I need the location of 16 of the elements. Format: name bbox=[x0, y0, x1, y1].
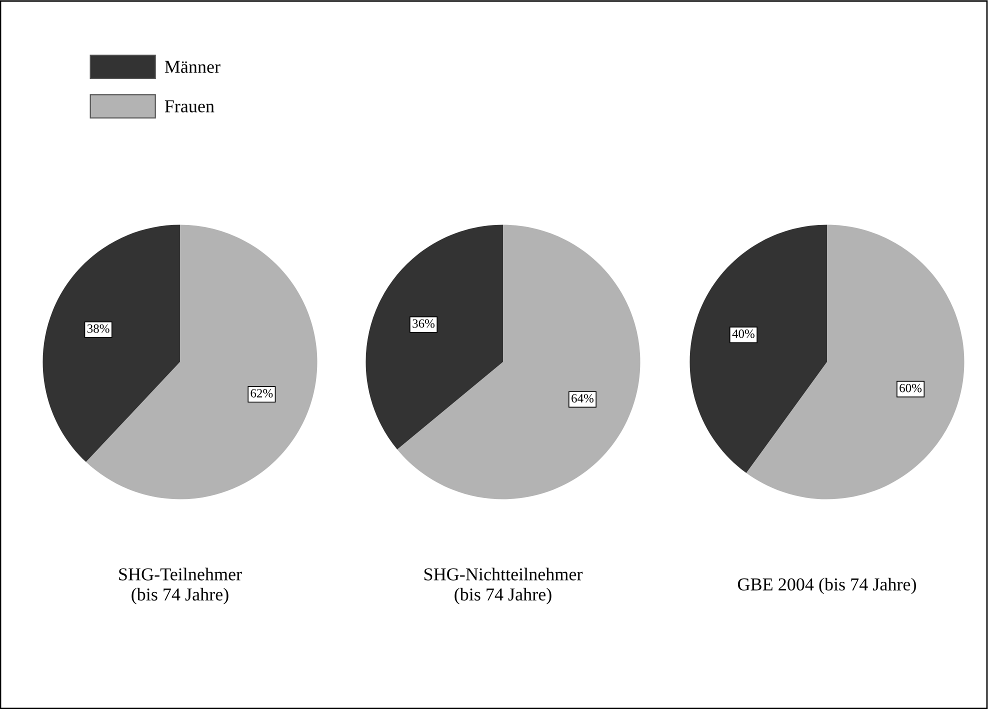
pie-slice bbox=[397, 224, 640, 500]
pie-slice bbox=[366, 224, 503, 450]
text: GBE 2004 (bis 74 Jahre) bbox=[738, 578, 916, 594]
data-label: 64% bbox=[572, 394, 594, 403]
data-label: 36% bbox=[412, 319, 435, 328]
pie-slice bbox=[690, 224, 827, 474]
data-label: 60% bbox=[900, 384, 922, 392]
data-label: 62% bbox=[250, 389, 273, 398]
text: SHG-Teilnehmer (bis 74 Jahre) bbox=[119, 568, 242, 604]
text: SHG-Nichtteilnehmer (bis 74 Jahre) bbox=[424, 568, 583, 604]
legend-label: Männer bbox=[164, 60, 220, 73]
data-label: 38% bbox=[87, 324, 110, 333]
data-label: 40% bbox=[732, 330, 754, 338]
legend-label: Frauen bbox=[164, 100, 214, 112]
pie-slice bbox=[42, 224, 180, 462]
pie-slice bbox=[86, 224, 318, 500]
